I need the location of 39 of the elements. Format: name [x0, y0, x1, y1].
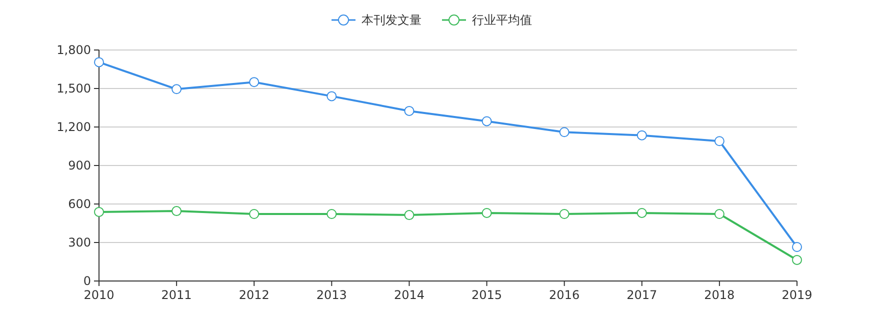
x-tick-label: 2019: [782, 288, 812, 302]
y-tick-label: 1,800: [56, 43, 91, 58]
x-tick-label: 2015: [472, 288, 502, 302]
point: [714, 136, 724, 146]
y-tick-label: 1,500: [56, 82, 91, 96]
x-tick-label: 2013: [316, 288, 347, 302]
y-tick-label: 600: [68, 197, 91, 212]
point: [94, 57, 104, 68]
point: [326, 91, 337, 102]
y-tick-label: 900: [68, 158, 91, 173]
point: [404, 106, 414, 116]
y-tick-label: 0: [83, 274, 91, 288]
legend-label: 本刊发文量: [362, 13, 422, 28]
point: [172, 84, 182, 94]
point: [559, 209, 570, 220]
point: [249, 77, 260, 88]
point: [94, 206, 104, 217]
x-tick-label: 2010: [84, 288, 114, 302]
x-tick-label: 2018: [704, 288, 735, 302]
point: [792, 242, 802, 252]
point: [559, 127, 570, 138]
x-tick-label: 2014: [394, 288, 424, 302]
point: [326, 209, 337, 220]
point: [172, 206, 182, 216]
point: [482, 208, 492, 218]
point: [249, 209, 260, 220]
point: [404, 210, 414, 220]
point: [636, 130, 647, 140]
point: [792, 254, 802, 265]
y-tick-label: 300: [68, 236, 91, 250]
legend-label: 行业平均值: [472, 13, 532, 28]
x-tick-label: 2017: [626, 288, 658, 302]
point: [636, 208, 647, 218]
x-tick-label: 2011: [161, 288, 192, 302]
x-tick-label: 2012: [238, 288, 270, 302]
point: [714, 209, 724, 220]
y-tick-label: 1,200: [56, 120, 91, 134]
point: [482, 116, 492, 126]
x-tick-label: 2016: [549, 288, 580, 302]
